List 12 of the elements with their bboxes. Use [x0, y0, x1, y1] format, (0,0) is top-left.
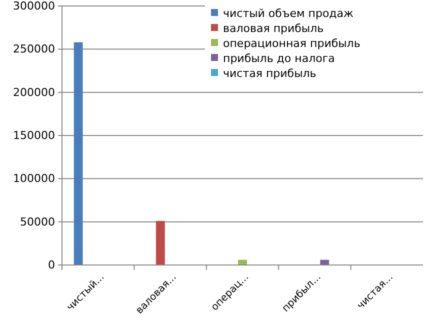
- y-tick-label: 50000: [20, 215, 55, 228]
- y-tick-label: 250000: [13, 42, 55, 56]
- y-tick-label: 0: [48, 258, 55, 272]
- legend-label: чистая прибыль: [223, 67, 316, 80]
- y-tick-label: 200000: [13, 86, 55, 99]
- legend-label: валовая прибыль: [223, 22, 324, 35]
- y-tick-label: 300000: [13, 0, 55, 13]
- legend-label: операционная прибыль: [223, 37, 360, 50]
- y-tick-label: 150000: [13, 129, 55, 142]
- legend-label: чистый объем продаж: [223, 7, 354, 20]
- y-tick-label: 100000: [13, 172, 55, 186]
- legend-label: прибыль до налога: [223, 52, 335, 65]
